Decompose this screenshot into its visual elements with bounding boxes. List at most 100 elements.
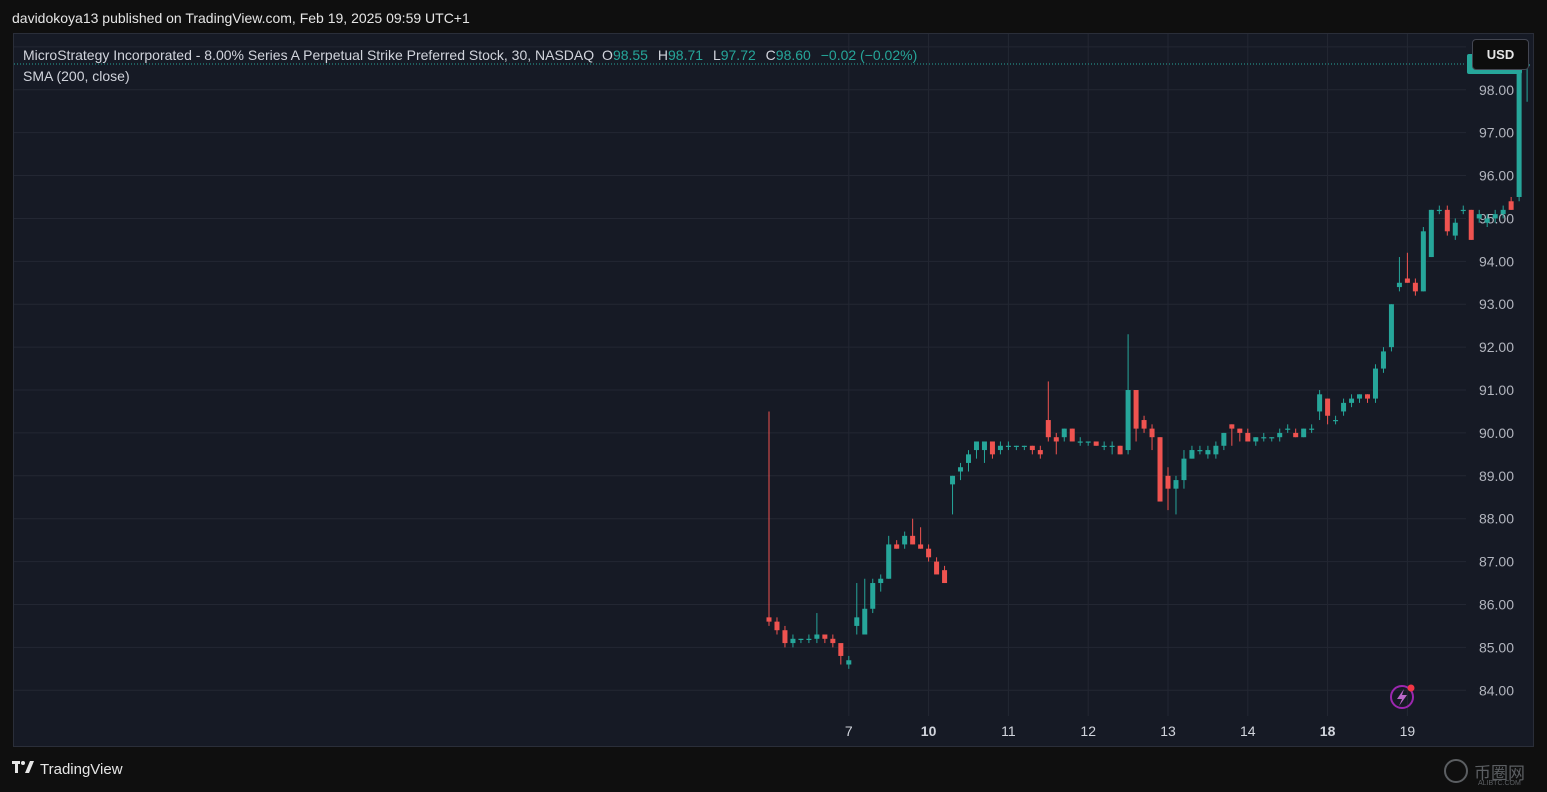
candle-body[interactable] bbox=[918, 544, 924, 549]
candle-body[interactable] bbox=[1157, 437, 1163, 502]
candle-body[interactable] bbox=[1516, 68, 1522, 197]
candle-body[interactable] bbox=[1069, 428, 1075, 442]
candle-body[interactable] bbox=[942, 570, 948, 584]
candle-body[interactable] bbox=[838, 643, 844, 656]
candle-body[interactable] bbox=[1508, 201, 1514, 210]
candle-body[interactable] bbox=[1101, 445, 1107, 447]
candle-body[interactable] bbox=[854, 617, 860, 626]
candle-body[interactable] bbox=[997, 445, 1003, 451]
candle-body[interactable] bbox=[1349, 398, 1355, 403]
candle-body[interactable] bbox=[1173, 480, 1179, 489]
candle-body[interactable] bbox=[1077, 441, 1083, 443]
candle-body[interactable] bbox=[806, 638, 812, 640]
candle-body[interactable] bbox=[1404, 278, 1410, 283]
candle-body[interactable] bbox=[1452, 222, 1458, 236]
candle-body[interactable] bbox=[766, 617, 772, 622]
candle-body[interactable] bbox=[1436, 209, 1442, 212]
candle-body[interactable] bbox=[894, 544, 900, 549]
candle-body[interactable] bbox=[926, 548, 932, 558]
candle-body[interactable] bbox=[981, 441, 987, 451]
candle-body[interactable] bbox=[1205, 450, 1211, 455]
candle-body[interactable] bbox=[1109, 445, 1115, 447]
currency-button[interactable]: USD bbox=[1472, 39, 1529, 70]
candle-body[interactable] bbox=[870, 583, 876, 609]
candle-body[interactable] bbox=[798, 638, 804, 640]
candle-body[interactable] bbox=[1229, 424, 1235, 429]
candle-body[interactable] bbox=[1053, 437, 1059, 442]
candle-body[interactable] bbox=[1396, 282, 1402, 288]
candle-body[interactable] bbox=[1005, 445, 1011, 447]
candle-body[interactable] bbox=[846, 660, 852, 665]
candle-body[interactable] bbox=[774, 621, 780, 631]
indicator-label[interactable]: SMA (200, close) bbox=[23, 68, 130, 84]
candle-body[interactable] bbox=[1380, 351, 1386, 369]
candle-body[interactable] bbox=[1269, 437, 1275, 439]
candle-body[interactable] bbox=[1341, 402, 1347, 412]
candle-body[interactable] bbox=[1412, 282, 1418, 292]
candle-body[interactable] bbox=[1428, 209, 1434, 258]
candle-body[interactable] bbox=[1365, 394, 1370, 399]
candle-body[interactable] bbox=[989, 441, 995, 455]
candle-body[interactable] bbox=[790, 638, 796, 644]
candle-body[interactable] bbox=[1325, 398, 1331, 416]
candle-body[interactable] bbox=[822, 634, 828, 639]
candle-body[interactable] bbox=[1285, 428, 1291, 430]
candle-body[interactable] bbox=[1125, 390, 1131, 451]
candle-body[interactable] bbox=[1061, 428, 1067, 438]
candle-body[interactable] bbox=[934, 561, 940, 575]
candle-body[interactable] bbox=[1149, 428, 1155, 438]
candle-body[interactable] bbox=[1317, 394, 1323, 412]
symbol-title[interactable]: MicroStrategy Incorporated - 8.00% Serie… bbox=[23, 47, 595, 63]
candle-body[interactable] bbox=[1357, 394, 1363, 399]
candle-body[interactable] bbox=[1460, 209, 1466, 212]
candle-body[interactable] bbox=[973, 441, 979, 451]
candle-body[interactable] bbox=[966, 454, 971, 463]
candle-body[interactable] bbox=[1189, 450, 1195, 459]
candle-body[interactable] bbox=[1372, 368, 1378, 399]
candle-body[interactable] bbox=[950, 475, 956, 485]
candle-body[interactable] bbox=[1021, 445, 1027, 447]
candle-body[interactable] bbox=[910, 535, 916, 545]
candle-body[interactable] bbox=[782, 630, 788, 644]
candle-body[interactable] bbox=[1245, 432, 1251, 442]
candle-body[interactable] bbox=[1468, 209, 1474, 240]
candle-body[interactable] bbox=[1492, 214, 1498, 219]
candle-body[interactable] bbox=[1237, 428, 1243, 433]
candle-body[interactable] bbox=[1253, 437, 1259, 442]
candle-body[interactable] bbox=[902, 535, 908, 545]
candle-body[interactable] bbox=[1301, 428, 1307, 438]
candle-body[interactable] bbox=[1013, 445, 1019, 447]
candle-body[interactable] bbox=[1141, 420, 1147, 429]
candle-body[interactable] bbox=[1045, 420, 1051, 438]
candle-body[interactable] bbox=[1309, 428, 1315, 430]
candle-body[interactable] bbox=[1388, 304, 1394, 348]
candle-body[interactable] bbox=[1293, 432, 1299, 438]
candle-body[interactable] bbox=[862, 608, 868, 635]
candle-body[interactable] bbox=[958, 467, 964, 472]
candle-body[interactable] bbox=[1029, 445, 1035, 451]
candle-body[interactable] bbox=[1500, 209, 1506, 215]
candle-body[interactable] bbox=[1085, 441, 1091, 443]
candle-body[interactable] bbox=[1333, 420, 1339, 422]
candle-body[interactable] bbox=[1181, 458, 1187, 481]
candle-body[interactable] bbox=[830, 638, 836, 644]
candle-body[interactable] bbox=[1165, 475, 1171, 489]
candle-body[interactable] bbox=[1133, 390, 1139, 429]
candle-body[interactable] bbox=[814, 634, 820, 639]
candle-body[interactable] bbox=[878, 578, 884, 584]
candle-body[interactable] bbox=[1093, 441, 1099, 446]
lightning-alert-icon[interactable] bbox=[1390, 684, 1415, 709]
candle-body[interactable] bbox=[1197, 450, 1203, 452]
candle-body[interactable] bbox=[1484, 218, 1490, 223]
candle-body[interactable] bbox=[1444, 209, 1450, 232]
candle-body[interactable] bbox=[1037, 450, 1043, 455]
candle-body[interactable] bbox=[1277, 432, 1283, 438]
candle-body[interactable] bbox=[1476, 214, 1482, 219]
candle-body[interactable] bbox=[1420, 231, 1426, 292]
candle-body[interactable] bbox=[1213, 445, 1219, 455]
candle-body[interactable] bbox=[1221, 432, 1227, 446]
candle-body[interactable] bbox=[886, 544, 892, 579]
tradingview-brand[interactable]: TradingView bbox=[12, 760, 123, 778]
candle-body[interactable] bbox=[1261, 437, 1267, 439]
